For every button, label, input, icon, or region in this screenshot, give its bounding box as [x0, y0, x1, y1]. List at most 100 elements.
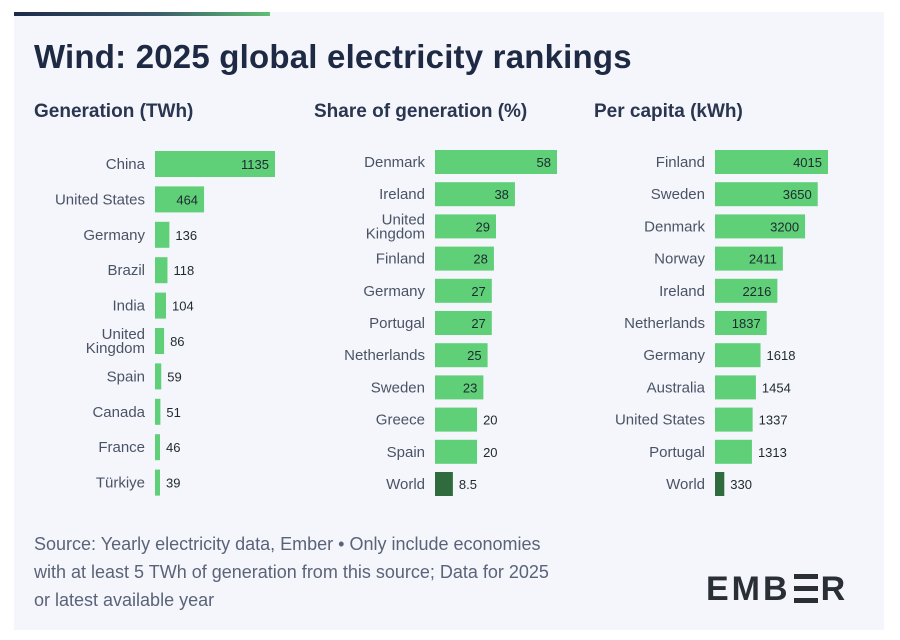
- value-label: 118: [173, 263, 194, 278]
- bar-0-united-states: [155, 186, 205, 213]
- value-label: 3200: [770, 219, 799, 234]
- source-note-line-2: with at least 5 TWh of generation from t…: [34, 562, 549, 582]
- value-label: 28: [473, 252, 487, 267]
- category-label: Ireland: [659, 283, 705, 300]
- bar-1-united-kingdom: [435, 214, 496, 239]
- category-label: China: [106, 156, 146, 173]
- category-label: Greece: [376, 412, 425, 429]
- value-label: 1454: [762, 380, 791, 395]
- value-label: 25: [467, 348, 481, 363]
- value-label: 46: [166, 440, 180, 455]
- category-label: Netherlands: [344, 347, 425, 364]
- bar-1-greece: [435, 407, 478, 432]
- category-label: Finland: [376, 251, 425, 268]
- category-label: Canada: [92, 404, 145, 421]
- category-label: Denmark: [364, 154, 425, 171]
- bar-0-spain: [155, 363, 162, 390]
- value-label: 1313: [758, 445, 787, 460]
- value-label: 1135: [241, 157, 269, 172]
- category-label: Germany: [363, 283, 425, 300]
- value-label: 1337: [759, 413, 788, 428]
- value-label: 2411: [749, 252, 777, 267]
- category-label: Germany: [83, 227, 145, 244]
- value-label: 20: [483, 413, 497, 428]
- value-label: 2216: [742, 284, 771, 299]
- logo-e-mark: [793, 574, 818, 603]
- bar-2-australia: [715, 375, 756, 400]
- bar-1-germany: [435, 278, 492, 303]
- category-label: Germany: [643, 347, 705, 364]
- bar-1-sweden: [435, 375, 484, 400]
- value-label: 464: [176, 192, 198, 207]
- bar-0-france: [155, 434, 160, 461]
- category-label: World: [386, 476, 425, 493]
- bar-2-united-states: [715, 407, 753, 432]
- category-label: Spain: [387, 444, 425, 461]
- column-title-per-capita: Per capita (kWh): [594, 101, 743, 122]
- category-label: Norway: [654, 251, 705, 268]
- category-label: Spain: [107, 368, 145, 385]
- bar-2-sweden: [715, 182, 818, 207]
- column-title-generation: Generation (TWh): [34, 101, 194, 122]
- bar-1-finland: [435, 246, 494, 271]
- bar-2-finland: [715, 150, 828, 174]
- category-label: Sweden: [651, 186, 705, 203]
- source-note-line-1: Source: Yearly electricity data, Ember •…: [34, 534, 541, 554]
- category-label: Sweden: [371, 379, 425, 396]
- category-label: United Kingdom: [366, 211, 425, 242]
- value-label: 1618: [767, 348, 796, 363]
- value-label: 20: [483, 445, 497, 460]
- value-label: 23: [463, 380, 477, 395]
- value-label: 104: [172, 299, 194, 314]
- bar-2-germany: [715, 343, 761, 368]
- category-label: Australia: [647, 379, 706, 396]
- category-label: United States: [55, 191, 145, 208]
- category-label: World: [666, 476, 705, 493]
- category-label: India: [112, 298, 145, 315]
- category-label: United States: [615, 412, 705, 429]
- bar-1-spain: [435, 439, 478, 464]
- accent-bar: [14, 12, 270, 16]
- category-label: Netherlands: [624, 315, 705, 332]
- category-label: Denmark: [644, 218, 705, 235]
- value-label: 27: [471, 316, 485, 331]
- bar-0-brazil: [155, 257, 168, 284]
- ember-logo: EMB R: [706, 570, 849, 608]
- value-label: 58: [537, 155, 551, 170]
- value-label: 59: [167, 369, 181, 384]
- bar-0-united-kingdom: [155, 328, 165, 354]
- bar-2-netherlands: [715, 311, 767, 335]
- value-label: 136: [175, 228, 197, 243]
- column-title-share: Share of generation (%): [314, 101, 528, 122]
- value-label: 86: [170, 334, 184, 349]
- bar-1-netherlands: [435, 343, 488, 368]
- category-label: Portugal: [369, 315, 425, 332]
- category-label: Brazil: [107, 262, 145, 279]
- bar-1-ireland: [435, 182, 515, 207]
- category-label: Finland: [656, 154, 705, 171]
- bar-1-denmark: [435, 150, 557, 174]
- value-label: 51: [166, 405, 180, 420]
- value-label: 39: [166, 476, 180, 491]
- value-label: 29: [476, 219, 490, 234]
- bar-2-ireland: [715, 278, 778, 303]
- bar-0-canada: [155, 398, 161, 425]
- value-label: 4015: [793, 155, 822, 170]
- value-label: 27: [471, 284, 485, 299]
- value-label: 1837: [732, 316, 761, 331]
- bar-1-portugal: [435, 311, 492, 335]
- bar-1-world: [435, 472, 453, 496]
- category-label: Türkiye: [96, 475, 145, 492]
- bar-0-germany: [155, 221, 170, 248]
- value-label: 38: [494, 187, 508, 202]
- bar-0-t-rkiye: [155, 469, 160, 496]
- category-label: United Kingdom: [86, 326, 145, 357]
- bar-0-india: [155, 292, 166, 319]
- bar-2-portugal: [715, 439, 752, 464]
- category-label: Portugal: [649, 444, 705, 461]
- category-label: Ireland: [379, 186, 425, 203]
- value-label: 8.5: [459, 477, 477, 492]
- page-title: Wind: 2025 global electricity rankings: [34, 38, 632, 75]
- category-label: France: [98, 439, 145, 456]
